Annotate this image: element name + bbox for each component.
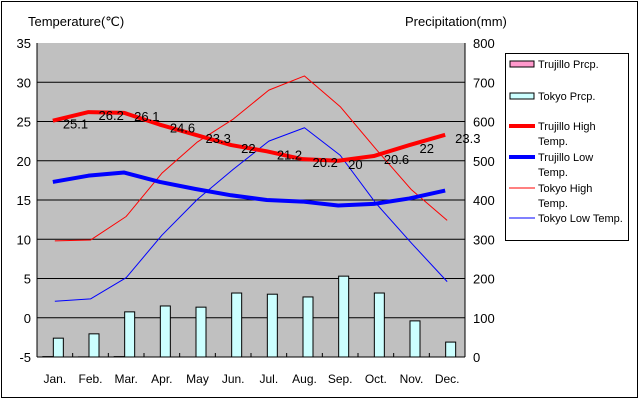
trujillo-high-data-label: 26.1 [134,109,159,124]
trujillo-high-data-label: 20.6 [384,152,409,167]
right-tick-label: 600 [473,115,495,130]
x-tick-label: Jun. [222,372,245,386]
x-tick-label: Dec. [435,372,460,386]
legend-label: Trujillo High [538,121,596,133]
tokyo-precip-bar [303,297,313,357]
legend-label: Temp. [538,136,568,148]
trujillo-high-data-label: 23.3 [206,131,231,146]
right-tick-label: 200 [473,272,495,287]
right-tick-label: 700 [473,75,495,90]
left-tick-label: -5 [19,350,31,365]
legend-label: Temp. [538,167,568,179]
left-tick-label: 35 [17,36,31,51]
left-tick-label: 5 [24,272,31,287]
left-tick-label: 15 [17,193,31,208]
legend-label: Trujillo Low [538,152,593,164]
left-axis-title: Temperature(℃) [28,14,124,29]
right-axis-title: Precipitation(mm) [405,14,507,29]
left-tick-label: 30 [17,75,31,90]
legend-label: Tokyo Low Temp. [538,213,623,225]
x-tick-label: Nov. [400,372,424,386]
trujillo-high-data-label: 20 [348,157,362,172]
x-tick-label: Aug. [292,372,317,386]
legend-label: Tokyo High [538,183,592,195]
tokyo-precip-bar [160,306,170,357]
trujillo-high-data-label: 20.2 [313,155,338,170]
x-tick-label: Feb. [78,372,102,386]
left-tick-label: 0 [24,311,31,326]
trujillo-high-data-label: 24.6 [170,121,195,136]
right-tick-label: 0 [473,350,480,365]
x-tick-label: Oct. [365,372,387,386]
tokyo-precip-bar [374,293,384,357]
tokyo-precip-bar [410,321,420,357]
legend-swatch [510,61,534,67]
tokyo-precip-bar [89,334,99,357]
legend-label: Trujillo Prcp. [538,59,599,71]
trujillo-high-data-label: 26.2 [99,108,124,123]
tokyo-precip-bar [53,338,63,357]
x-tick-label: Sep. [328,372,353,386]
tokyo-precip-bar [125,312,135,357]
left-tick-label: 25 [17,115,31,130]
tokyo-precip-bar [339,276,349,357]
legend-label: Tokyo Prcp. [538,91,595,103]
legend-label: Temp. [538,198,568,210]
right-tick-label: 400 [473,193,495,208]
x-tick-label: May [186,372,209,386]
trujillo-high-data-label: 22 [420,141,434,156]
tokyo-precip-bar [232,293,242,357]
right-tick-label: 100 [473,311,495,326]
left-tick-label: 10 [17,232,31,247]
right-tick-label: 800 [473,36,495,51]
trujillo-high-data-label: 21.2 [277,147,302,162]
right-tick-label: 300 [473,232,495,247]
x-tick-label: Jan. [43,372,66,386]
x-tick-label: Mar. [114,372,137,386]
left-tick-label: 20 [17,154,31,169]
tokyo-precip-bar [446,342,456,357]
right-tick-label: 500 [473,154,495,169]
x-tick-label: Apr. [151,372,172,386]
tokyo-precip-bar [267,294,277,357]
tokyo-precip-bar [196,307,206,357]
trujillo-high-data-label: 25.1 [63,117,88,132]
trujillo-high-data-label: 23.3 [455,131,480,146]
x-tick-label: Jul. [259,372,278,386]
legend-swatch [510,93,534,99]
trujillo-high-data-label: 22 [241,141,255,156]
